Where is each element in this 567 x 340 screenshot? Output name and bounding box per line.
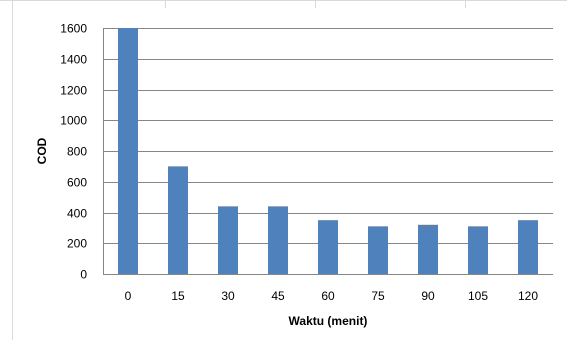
bar [268,206,288,274]
x-tick-label: 105 [468,289,488,303]
x-tick-label: 0 [125,289,132,303]
sheet-left-divider [12,0,13,340]
sheet-column-mark [465,0,466,8]
bar [318,220,338,274]
bar-series [118,28,538,274]
y-tick-label: 400 [67,207,87,221]
sheet-column-mark [165,0,166,8]
x-tick-label: 120 [518,289,538,303]
x-tick-label: 90 [421,289,435,303]
x-tick-label: 75 [371,289,385,303]
x-axis-title: Waktu (menit) [289,314,368,328]
x-tick-label: 60 [321,289,335,303]
bar [418,224,438,274]
bar [518,220,538,274]
y-tick-label: 1000 [60,114,87,128]
bar [368,226,388,274]
x-tick-label: 45 [271,289,285,303]
y-tick-label: 600 [67,176,87,190]
y-tick-label: 1600 [60,22,87,36]
bar [168,166,188,274]
x-axis-ticks: 0 15 30 45 60 75 90 105 120 [125,289,539,303]
x-tick-label: 30 [221,289,235,303]
sheet-top-divider [0,0,567,1]
gridlines [103,28,553,275]
bar [118,28,138,274]
sheet-column-mark [315,0,316,8]
y-tick-label: 0 [80,268,87,282]
y-tick-label: 200 [67,237,87,251]
y-tick-label: 1400 [60,53,87,67]
y-axis-ticks: 0 200 400 600 800 1000 1200 1400 1600 [60,22,87,282]
y-tick-label: 800 [67,145,87,159]
x-tick-label: 15 [171,289,185,303]
bar [218,206,238,274]
y-tick-label: 1200 [60,84,87,98]
y-axis-title: COD [35,137,49,164]
bar [468,226,488,274]
